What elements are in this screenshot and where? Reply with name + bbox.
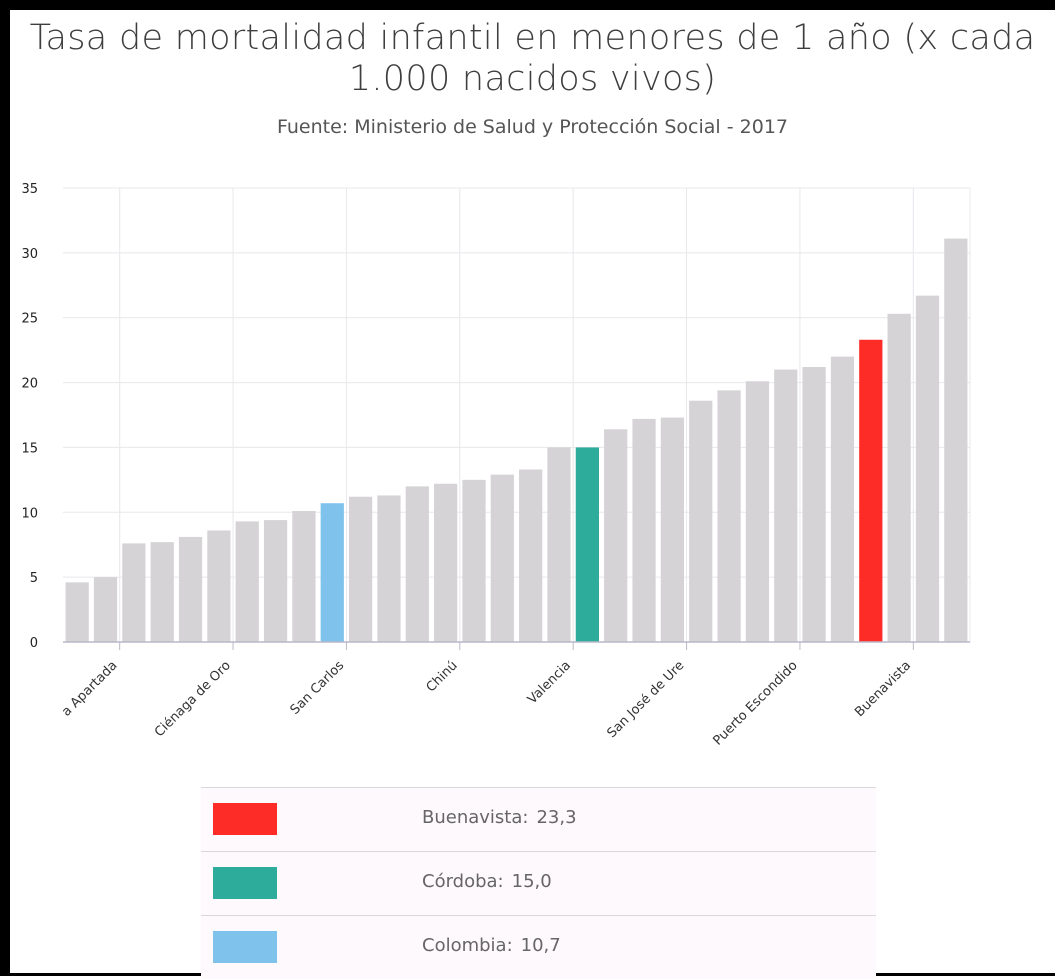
legend-value-buenavista: 23,3 (536, 807, 577, 828)
bar-3 (122, 543, 146, 642)
x-tick-label-1: Ciénaga de Oro (152, 658, 234, 740)
bar-7 (235, 521, 259, 642)
legend-value-colombia: 10,7 (520, 935, 561, 956)
legend-item-cordoba: Córdoba: 15,0 (201, 851, 876, 915)
legend-label-buenavista: Buenavista: (422, 807, 529, 828)
legend-swatch-buenavista (213, 803, 277, 835)
y-tick-label-10: 10 (21, 506, 38, 521)
bar-6 (207, 530, 231, 642)
bar-32 (944, 238, 968, 643)
bar-26 (774, 369, 798, 642)
y-tick-label-5: 5 (30, 571, 38, 586)
bar-18 (547, 447, 571, 642)
bar-16 (490, 474, 514, 642)
bar-30 (887, 313, 911, 642)
bar-4 (150, 542, 174, 642)
bar-5 (178, 536, 203, 642)
bar-10 (320, 503, 344, 642)
bar-31 (915, 295, 940, 642)
legend-label-colombia: Colombia: (422, 935, 513, 956)
legend-swatch-cordoba (213, 867, 277, 899)
chart-subtitle: Fuente: Ministerio de Salud y Protección… (276, 116, 788, 138)
bar-17 (519, 469, 543, 642)
legend-label-cordoba: Córdoba: (422, 871, 504, 892)
y-tick-label-30: 30 (21, 247, 38, 262)
bar-9 (292, 510, 316, 642)
bar-13 (405, 486, 429, 642)
bar-chart: 0 5 10 15 20 25 30 35 a Apartada Ciénaga de Oro Sa… (21, 182, 971, 749)
chart-title: Tasa de mortalidad infantil en menores d… (29, 18, 1036, 99)
bar-23 (689, 400, 713, 642)
y-tick-label-20: 20 (21, 377, 38, 392)
bar-12 (377, 495, 401, 642)
bar-25 (745, 381, 770, 642)
x-tick-label-4: Valencia (525, 658, 574, 707)
bar-8 (263, 520, 288, 642)
y-tick-label-35: 35 (21, 182, 38, 197)
x-tick-label-7: Buenavista (852, 658, 914, 720)
x-tick-label-0: a Apartada (59, 658, 120, 719)
bar-29 (859, 339, 883, 642)
legend: Buenavista: 23,3 Córdoba: 15,0 Colombia: 10… (201, 787, 876, 979)
y-tick-label-25: 25 (21, 312, 38, 327)
x-tick-label-3: Chinú (424, 658, 461, 695)
bar-11 (348, 496, 373, 642)
x-tick-label-6: Puerto Escondido (710, 658, 800, 748)
bar-20 (604, 429, 628, 642)
legend-item-buenavista: Buenavista: 23,3 (201, 787, 876, 851)
bar-2 (93, 577, 118, 642)
bar-24 (717, 390, 741, 642)
bar-19 (575, 447, 599, 642)
x-tick-label-2: San Carlos (288, 658, 348, 718)
legend-value-cordoba: 15,0 (511, 871, 552, 892)
bar-22 (660, 417, 685, 642)
legend-item-colombia: Colombia: 10,7 (201, 915, 876, 979)
legend-swatch-colombia (213, 931, 277, 963)
bar-28 (830, 356, 855, 642)
bar-15 (462, 479, 486, 642)
bar-1 (65, 582, 89, 642)
y-tick-label-0: 0 (30, 636, 38, 651)
bar-14 (434, 483, 458, 642)
bar-21 (632, 418, 656, 642)
bar-27 (802, 367, 826, 642)
x-tick-label-5: San José de Ure (604, 658, 687, 741)
y-tick-label-15: 15 (21, 441, 38, 456)
